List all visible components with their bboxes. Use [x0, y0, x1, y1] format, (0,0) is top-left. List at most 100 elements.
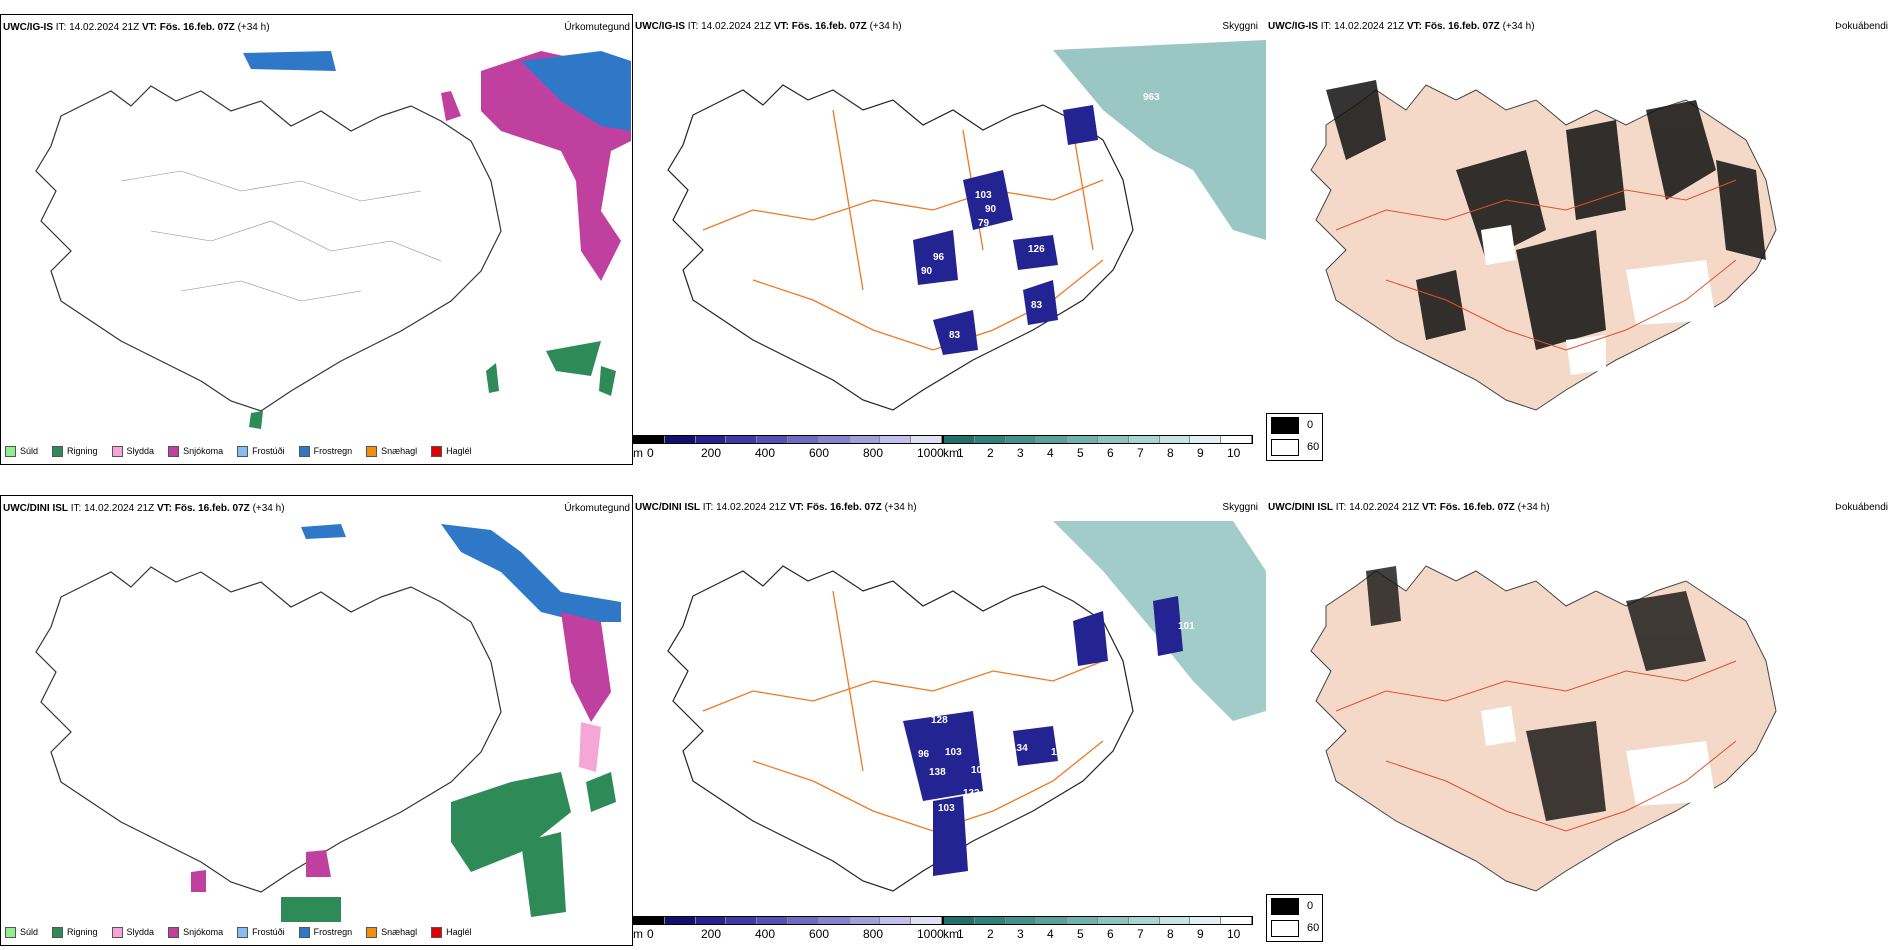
colorbar-segment — [911, 917, 942, 924]
colorbar-tick: 5 — [1077, 446, 1084, 460]
colorbar-segment — [1005, 436, 1037, 443]
fog-key-label: 60 — [1307, 922, 1320, 934]
vt-label: VT: — [773, 21, 789, 32]
fog-light-areas — [1481, 706, 1716, 806]
fog-key-swatch — [1271, 438, 1299, 456]
colorbar-unit: m — [633, 927, 643, 941]
model-name: UWC/DINI ISL — [1268, 502, 1333, 513]
it-value: 14.02.2024 21Z — [84, 503, 155, 514]
model-name: UWC/DINI ISL — [635, 502, 700, 513]
visibility-map: 101 96 103 138 101 134 118 133 103 85 12… — [667, 521, 1266, 892]
fog-key-label: 0 — [1307, 419, 1314, 431]
colorbar-segment — [757, 436, 788, 443]
colorbar-tick: 2 — [987, 927, 994, 941]
road-network — [1335, 179, 1737, 351]
vt-label: VT: — [1421, 502, 1437, 513]
colorbar-segment — [1159, 917, 1191, 924]
legend-label: Haglél — [446, 446, 472, 456]
legend-item: Frostregn — [298, 926, 352, 938]
fog-index-panel-igis: UWC/IG-IS IT: 14.02.2024 21Z VT: Fös. 16… — [1266, 14, 1900, 465]
fog-dark-areas — [1326, 80, 1766, 350]
label-138: 138 — [929, 767, 946, 778]
panel-title: Þokuábendi — [1835, 502, 1888, 513]
colorbar-segment — [1128, 436, 1160, 443]
colorbar-segment — [911, 436, 942, 443]
legend-swatch — [298, 445, 310, 457]
colorbar-segment — [1128, 917, 1160, 924]
colorbar-tick: 1000 — [917, 927, 944, 941]
legend-label: Súld — [20, 927, 39, 937]
cloud-base-labels: 101 96 103 138 101 134 118 133 103 85 12… — [918, 621, 1195, 814]
colorbar-segment — [880, 436, 912, 443]
legend-label: Snjókoma — [183, 446, 224, 456]
legend-item: Súld — [5, 445, 38, 457]
legend-label: Rigning — [67, 927, 98, 937]
vt-label: VT: — [141, 22, 157, 33]
legend-item: Snæhagl — [366, 445, 417, 457]
colorbar-tick: 400 — [755, 446, 776, 460]
colorbar-segment — [1036, 917, 1068, 924]
fog-key-top: 0 60 — [1266, 413, 1323, 461]
colorbar-tick: 10 — [1227, 446, 1241, 460]
lead-time: (+34 h) — [869, 21, 902, 32]
panel-header: UWC/DINI ISL IT: 14.02.2024 21Z VT: Fös.… — [3, 502, 632, 518]
label-133: 133 — [963, 788, 980, 799]
it-value: 14.02.2024 21Z — [69, 22, 140, 33]
fog-key-label: 60 — [1307, 441, 1320, 453]
colorbar-segment — [818, 917, 850, 924]
legend-swatch — [111, 445, 123, 457]
fog-map — [1310, 80, 1777, 411]
precip-areas — [191, 524, 621, 922]
colorbar-segment — [1190, 436, 1222, 443]
legend-swatch — [366, 445, 378, 457]
colorbar-segment — [1159, 436, 1191, 443]
visibility-panel-igis: UWC/IG-IS IT: 14.02.2024 21Z VT: Fös. 16… — [633, 14, 1266, 465]
panel-title: Þokuábendi — [1835, 21, 1888, 32]
label-103b: 103 — [938, 803, 955, 814]
colorbar-tick: 800 — [863, 927, 884, 941]
colorbar-segment — [634, 436, 665, 443]
legend-item: Súld — [5, 926, 39, 938]
fog-key-row: 0 — [1267, 895, 1322, 917]
colorbar-tick: 7 — [1137, 927, 1144, 941]
colorbar-tick: 3 — [1017, 927, 1024, 941]
it-label: IT: — [1335, 502, 1347, 513]
colorbar-tick: 5 — [1077, 927, 1084, 941]
colorbar-unit: m — [633, 446, 643, 460]
label-118: 118 — [1051, 747, 1068, 758]
vt-value: Fös. 16.feb. 07Z — [1424, 21, 1500, 32]
legend-item: Frostúði — [237, 445, 285, 457]
colorbar-segment — [849, 917, 881, 924]
colorbar-tick: 6 — [1107, 446, 1114, 460]
colorbar-segment — [634, 917, 665, 924]
visibility-map: 963 103 90 79 96 90 126 83 83 — [667, 40, 1266, 411]
colorbar-tick: 800 — [863, 446, 884, 460]
visibility-colorbar-bottom: km 1 2 3 4 5 6 7 8 9 10 — [943, 916, 1253, 942]
precip-legend: Súld Rigning Slydda Snjókoma Frostúði Frostre… — [5, 442, 486, 460]
label-90b: 90 — [921, 266, 933, 277]
vt-value: Fös. 16.feb. 07Z — [791, 21, 867, 32]
road-network — [1335, 660, 1737, 832]
label-85: 85 — [981, 683, 993, 694]
legend-item: Frostúði — [237, 926, 285, 938]
panel-header: UWC/IG-IS IT: 14.02.2024 21Z VT: Fös. 16… — [3, 21, 632, 37]
legend-item: Snjókoma — [168, 926, 223, 938]
it-value: 14.02.2024 21Z — [1334, 21, 1405, 32]
colorbar-tick: 9 — [1197, 446, 1204, 460]
colorbar-tick: 1 — [957, 446, 964, 460]
colorbar-tick: 6 — [1107, 927, 1114, 941]
colorbar-segment — [787, 917, 819, 924]
model-name: UWC/DINI ISL — [3, 503, 68, 514]
it-label: IT: — [702, 502, 714, 513]
iceland-outline — [35, 566, 502, 893]
colorbar-segment — [944, 917, 975, 924]
colorbar-segment — [1005, 917, 1037, 924]
legend-item: Haglél — [431, 445, 472, 457]
it-label: IT: — [1320, 21, 1332, 32]
legend-swatch — [237, 926, 249, 938]
colorbar-segment — [787, 436, 819, 443]
label-96: 96 — [933, 252, 945, 263]
colorbar-tick: 3 — [1017, 446, 1024, 460]
colorbar-tick: 8 — [1167, 446, 1174, 460]
it-value: 14.02.2024 21Z — [1349, 502, 1420, 513]
